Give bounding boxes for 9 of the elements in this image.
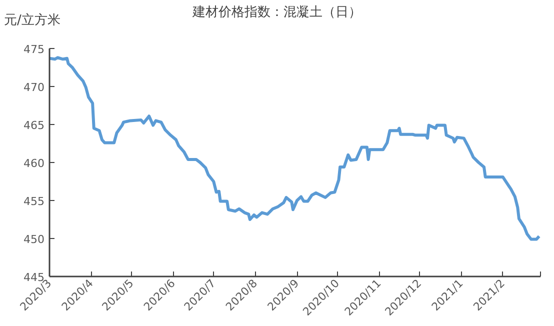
y-tick-label: 460 (24, 157, 45, 170)
y-tick-label: 465 (24, 119, 45, 132)
line-series (50, 56, 540, 241)
y-tick-label: 470 (24, 81, 45, 94)
y-tick-label: 455 (24, 195, 45, 208)
y-tick-label: 450 (24, 233, 45, 246)
y-tick-label: 475 (24, 43, 45, 56)
chart-title: 建材价格指数：混凝土（日） (192, 5, 362, 20)
y-axis-title: 元/立方米 (4, 12, 60, 30)
